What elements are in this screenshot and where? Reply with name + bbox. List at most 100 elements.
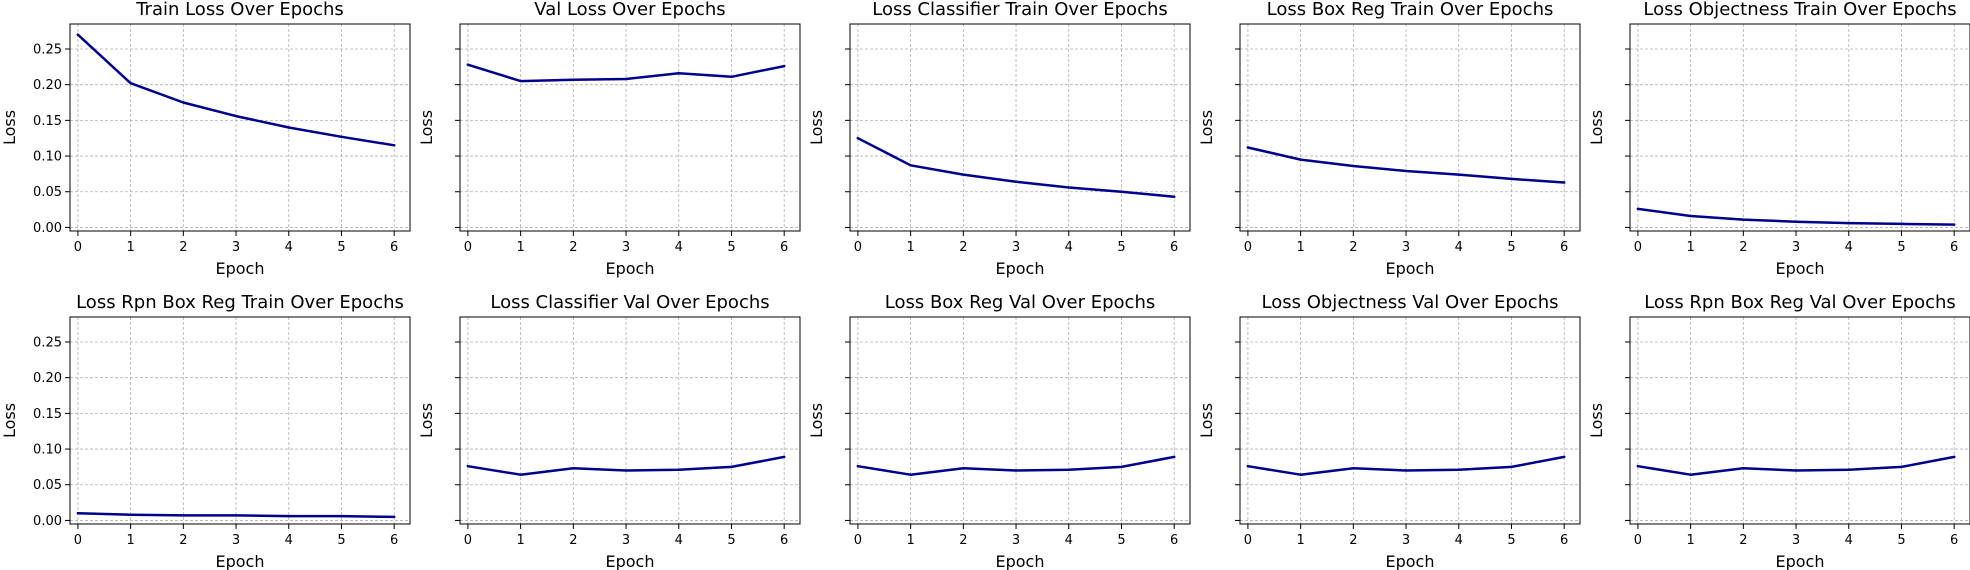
y-axis-label: Loss [0, 403, 19, 438]
data-point [1246, 146, 1250, 149]
x-tick-label: 0 [1634, 240, 1642, 255]
axes-frame [1239, 23, 1581, 232]
x-axis-label: Epoch [1776, 259, 1825, 278]
data-point [1352, 467, 1355, 470]
x-tick-label: 1 [126, 533, 134, 548]
x-tick-label: 3 [1012, 240, 1020, 255]
x-tick-label: 4 [1455, 240, 1463, 255]
data-point [340, 135, 343, 138]
data-point [1457, 468, 1460, 471]
x-tick-label: 1 [906, 240, 914, 255]
subplot-title: Loss Classifier Train Over Epochs [872, 0, 1168, 20]
x-axis-label: Epoch [1776, 552, 1825, 570]
x-tick-label: 3 [622, 533, 630, 548]
data-point [1120, 465, 1123, 469]
x-tick-label: 0 [1634, 533, 1642, 548]
x-tick-label: 3 [232, 533, 240, 548]
axes-frame [69, 23, 411, 232]
x-tick-label: 1 [126, 240, 134, 255]
data-point [287, 514, 290, 518]
y-axis-label: Loss [0, 110, 19, 145]
x-tick-label: 4 [675, 533, 683, 548]
y-tick-label: 0.15 [33, 407, 62, 422]
data-point [129, 513, 132, 516]
x-tick-label: 3 [1402, 533, 1410, 548]
data-point [962, 467, 965, 470]
subplot-7: 0 1 2 3 4 5 6 Loss Classifier Val Over Epochs Ep… [417, 292, 801, 570]
x-tick-label: 4 [1845, 533, 1853, 548]
y-axis-label: Loss [417, 110, 436, 145]
y-axis-label: Loss [1197, 110, 1216, 145]
data-point [1246, 464, 1250, 468]
data-point [962, 173, 965, 176]
data-point [234, 114, 238, 118]
data-point [287, 126, 290, 129]
subplot-title: Loss Classifier Val Over Epochs [490, 292, 769, 313]
data-point [1952, 223, 1956, 226]
data-point [76, 512, 80, 515]
y-tick-label: 0.05 [33, 185, 62, 200]
y-tick-label: 0.05 [33, 478, 62, 493]
x-tick-label: 5 [1507, 533, 1515, 548]
axes-frame [1629, 316, 1970, 525]
x-tick-label: 0 [464, 240, 472, 255]
data-point [624, 469, 628, 472]
data-point [1404, 469, 1408, 472]
x-tick-label: 6 [1170, 533, 1178, 548]
data-point [1952, 455, 1956, 459]
y-tick-label: 0.20 [33, 371, 62, 386]
data-point [1172, 455, 1176, 459]
data-point [76, 33, 80, 36]
subplot-title: Val Loss Over Epochs [534, 0, 725, 20]
subplot-10: 0 1 2 3 4 5 6 Loss Rpn Box Reg Val Over Epochs E… [1587, 292, 1970, 570]
x-axis-label: Epoch [216, 552, 265, 570]
x-tick-label: 6 [1950, 240, 1958, 255]
x-tick-label: 0 [854, 240, 862, 255]
x-tick-label: 3 [1012, 533, 1020, 548]
x-tick-label: 2 [959, 240, 967, 255]
data-point [1689, 214, 1692, 218]
data-point [624, 77, 628, 81]
data-point [909, 164, 912, 167]
x-tick-label: 3 [1792, 533, 1800, 548]
data-point [1636, 464, 1640, 468]
data-point [730, 465, 733, 469]
x-tick-label: 5 [727, 240, 735, 255]
data-point [1172, 195, 1176, 198]
x-tick-label: 5 [727, 533, 735, 548]
y-tick-label: 0.25 [33, 335, 62, 350]
y-tick-label: 0.00 [33, 514, 62, 529]
axes-frame [1239, 316, 1581, 525]
x-tick-label: 0 [854, 533, 862, 548]
data-point [1900, 222, 1903, 226]
data-point [519, 79, 522, 83]
x-tick-label: 5 [1897, 240, 1905, 255]
x-tick-label: 0 [1244, 533, 1252, 548]
data-point [182, 514, 185, 517]
data-point [1794, 220, 1798, 223]
subplot-title: Loss Box Reg Train Over Epochs [1267, 0, 1554, 20]
y-tick-label: 0.25 [33, 42, 62, 57]
data-point [1689, 473, 1692, 476]
x-axis-label: Epoch [216, 259, 265, 278]
axes-frame [849, 23, 1191, 232]
x-axis-label: Epoch [606, 552, 655, 570]
x-tick-label: 5 [337, 533, 345, 548]
x-tick-label: 1 [516, 533, 524, 548]
data-point [909, 473, 912, 476]
data-point [1067, 186, 1070, 189]
data-point [856, 464, 860, 468]
x-tick-label: 6 [1950, 533, 1958, 548]
x-axis-label: Epoch [1386, 552, 1435, 570]
axes-frame [1629, 23, 1970, 232]
x-tick-label: 6 [780, 533, 788, 548]
x-tick-label: 2 [1349, 533, 1357, 548]
data-point [1742, 218, 1745, 221]
data-point [519, 473, 522, 476]
axes-frame [69, 316, 411, 525]
data-point [129, 82, 132, 85]
subplot-title: Loss Objectness Train Over Epochs [1643, 0, 1956, 20]
y-axis-label: Loss [1587, 403, 1606, 438]
data-point [1742, 467, 1745, 470]
x-tick-label: 4 [1845, 240, 1853, 255]
